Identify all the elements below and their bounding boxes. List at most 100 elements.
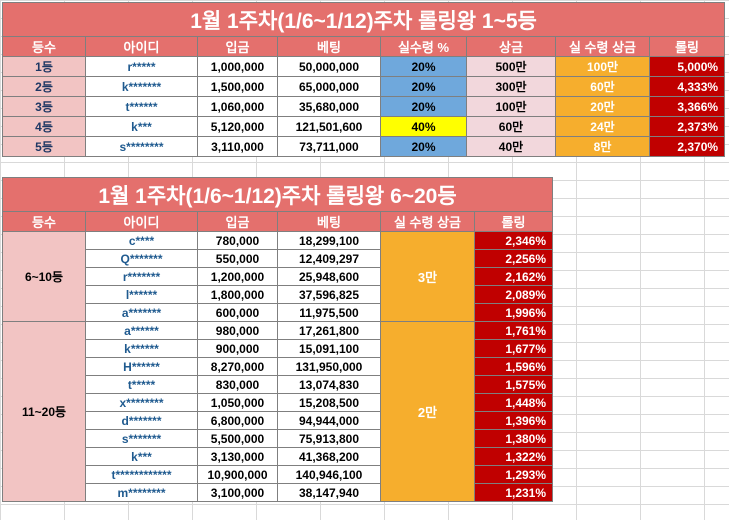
bet-cell: 18,299,100 — [277, 231, 381, 250]
deposit-cell: 5,500,000 — [197, 429, 278, 448]
rolling-cell: 5,000% — [648, 56, 726, 77]
payout-pct-cell: 20% — [380, 136, 467, 157]
table2-row: k*** 3,130,000 41,368,200 1,322% — [3, 447, 554, 466]
col-header-bet: 베팅 — [277, 211, 381, 232]
prize-cell: 40만 — [466, 136, 556, 157]
rolling-cell: 1,761% — [473, 321, 554, 340]
bet-cell: 50,000,000 — [277, 56, 381, 77]
col-header-rank: 등수 — [2, 211, 86, 232]
table1-title: 1월 1주차(1/6~1/12)주차 롤링왕 1~5등 — [1, 2, 726, 37]
table2-row: l****** 1,800,000 37,596,825 2,089% — [3, 285, 554, 304]
user-id-cell: m******** — [85, 483, 198, 502]
user-id-cell: x******** — [85, 393, 198, 412]
rolling-cell: 2,256% — [473, 249, 554, 268]
col-header-payout-pct: 실수령 % — [380, 36, 467, 57]
col-header-id: 아이디 — [85, 211, 198, 232]
user-id-cell: k*** — [85, 447, 198, 466]
table2-header-row: 등수 아이디 입금 베팅 실 수령 상금 롤링 — [2, 211, 554, 232]
deposit-cell: 1,800,000 — [197, 285, 278, 304]
payout-pct-cell: 20% — [380, 56, 467, 77]
rank-group-cell: 11~20등 — [2, 321, 86, 502]
rolling-cell: 2,373% — [648, 116, 726, 137]
bet-cell: 15,091,100 — [277, 339, 381, 358]
rank-group-cell: 6~10등 — [2, 231, 86, 322]
bet-cell: 25,948,600 — [277, 267, 381, 286]
prize-cell: 100만 — [466, 96, 556, 117]
rank-cell: 4등 — [2, 116, 86, 137]
col-header-payout: 실 수령 상금 — [380, 211, 475, 232]
payout-pct-cell: 40% — [380, 116, 467, 137]
user-id-cell: d******* — [85, 411, 198, 430]
table2-row: a******* 600,000 11,975,500 1,996% — [3, 303, 554, 322]
payout-group-cell: 3만 — [380, 231, 475, 322]
bet-cell: 37,596,825 — [277, 285, 381, 304]
table2-row: 11~20등 a****** 980,000 17,261,800 2만 1,761% — [2, 321, 554, 502]
rolling-cell: 1,380% — [473, 429, 554, 448]
bet-cell: 140,946,100 — [277, 465, 381, 484]
rolling-cell: 2,162% — [473, 267, 554, 286]
col-header-rolling: 롤링 — [473, 211, 554, 232]
user-id-cell: t****** — [85, 96, 198, 117]
table2-row: d******* 6,800,000 94,944,000 1,396% — [3, 411, 554, 430]
rolling-cell: 1,677% — [473, 339, 554, 358]
rank6-20-rolling-table: 1월 1주차(1/6~1/12)주차 롤링왕 6~20등 등수 아이디 입금 베… — [1, 177, 554, 502]
user-id-cell: s******* — [85, 429, 198, 448]
bet-cell: 11,975,500 — [277, 303, 381, 322]
deposit-cell: 1,500,000 — [197, 76, 278, 97]
bet-cell: 17,261,800 — [277, 321, 381, 340]
table1-row: 5등 s******** 3,110,000 73,711,000 20% 40만 8만 2,… — [2, 136, 726, 157]
deposit-cell: 1,200,000 — [197, 267, 278, 286]
rolling-cell: 2,089% — [473, 285, 554, 304]
rolling-cell: 1,293% — [473, 465, 554, 484]
table2-row: m******** 3,100,000 38,147,940 1,231% — [3, 483, 554, 502]
bet-cell: 94,944,000 — [277, 411, 381, 430]
col-header-deposit: 입금 — [197, 211, 278, 232]
table1-header-row: 등수 아이디 입금 베팅 실수령 % 상금 실 수령 상금 롤링 — [2, 36, 726, 57]
col-header-deposit: 입금 — [197, 36, 278, 57]
bet-cell: 131,950,000 — [277, 357, 381, 376]
deposit-cell: 3,110,000 — [197, 136, 278, 157]
table1-row: 1등 r***** 1,000,000 50,000,000 20% 500만 100만 5,… — [2, 56, 726, 77]
table2-title: 1월 1주차(1/6~1/12)주차 롤링왕 6~20등 — [1, 177, 554, 212]
table2-row: t************ 10,900,000 140,946,100 1,293% — [3, 465, 554, 484]
payout-group-cell: 2만 — [380, 321, 475, 502]
deposit-cell: 980,000 — [197, 321, 278, 340]
user-id-cell: l****** — [85, 285, 198, 304]
rolling-cell: 2,346% — [473, 231, 554, 250]
payout-cell: 20만 — [555, 96, 650, 117]
rolling-cell: 1,996% — [473, 303, 554, 322]
payout-pct-cell: 20% — [380, 76, 467, 97]
rolling-cell: 2,370% — [648, 136, 726, 157]
user-id-cell: Q******* — [85, 249, 198, 268]
rank-cell: 2등 — [2, 76, 86, 97]
rolling-cell: 1,596% — [473, 357, 554, 376]
col-header-rank: 등수 — [2, 36, 86, 57]
table2-row: t***** 830,000 13,074,830 1,575% — [3, 375, 554, 394]
user-id-cell: t***** — [85, 375, 198, 394]
col-header-rolling: 롤링 — [648, 36, 726, 57]
user-id-cell: t************ — [85, 465, 198, 484]
col-header-prize: 상금 — [466, 36, 556, 57]
user-id-cell: a******* — [85, 303, 198, 322]
deposit-cell: 6,800,000 — [197, 411, 278, 430]
rolling-cell: 4,333% — [648, 76, 726, 97]
bet-cell: 65,000,000 — [277, 76, 381, 97]
bet-cell: 13,074,830 — [277, 375, 381, 394]
user-id-cell: k*** — [85, 116, 198, 137]
prize-cell: 60만 — [466, 116, 556, 137]
bet-cell: 38,147,940 — [277, 483, 381, 502]
col-header-id: 아이디 — [85, 36, 198, 57]
user-id-cell: r***** — [85, 56, 198, 77]
bet-cell: 75,913,800 — [277, 429, 381, 448]
rolling-cell: 1,322% — [473, 447, 554, 466]
deposit-cell: 3,130,000 — [197, 447, 278, 466]
user-id-cell: s******** — [85, 136, 198, 157]
top5-rolling-table: 1월 1주차(1/6~1/12)주차 롤링왕 1~5등 등수 아이디 입금 베팅… — [1, 2, 726, 157]
user-id-cell: a****** — [85, 321, 198, 340]
user-id-cell: k******* — [85, 76, 198, 97]
user-id-cell: r******* — [85, 267, 198, 286]
payout-cell: 8만 — [555, 136, 650, 157]
prize-cell: 300만 — [466, 76, 556, 97]
user-id-cell: H****** — [85, 357, 198, 376]
col-header-payout: 실 수령 상금 — [555, 36, 650, 57]
